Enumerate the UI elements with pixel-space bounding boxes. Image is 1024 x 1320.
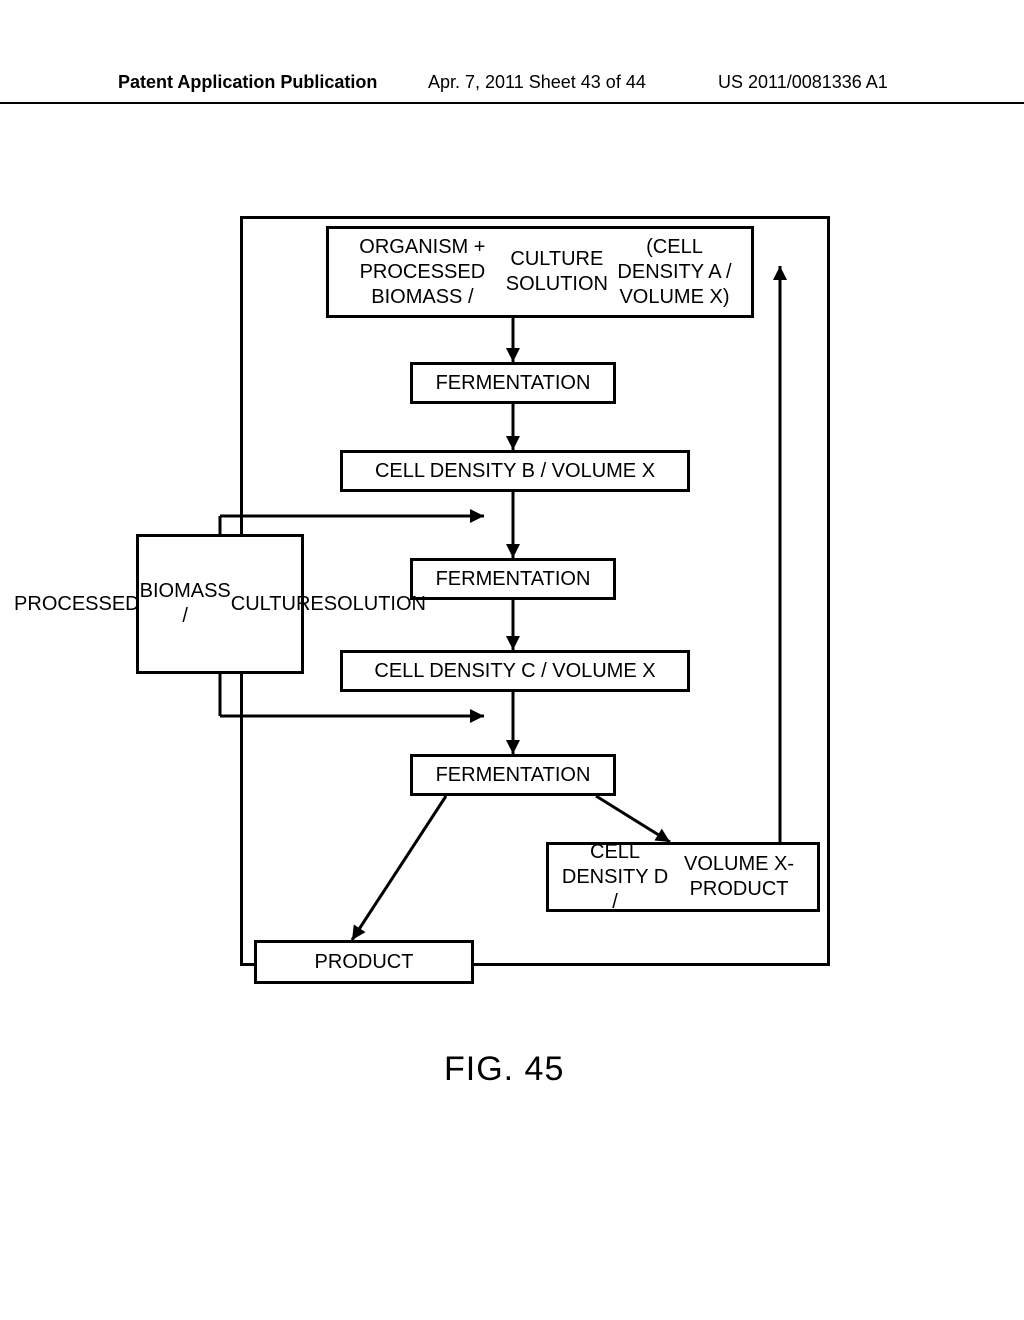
node-fermentation-1: FERMENTATION [410,362,616,404]
node-processed-biomass: PROCESSEDBIOMASS /CULTURESOLUTION [136,534,304,674]
figure-caption: FIG. 45 [444,1050,564,1089]
node-cell-density-c: CELL DENSITY C / VOLUME X [340,650,690,692]
node-cell-density-b: CELL DENSITY B / VOLUME X [340,450,690,492]
flowchart: ORGANISM + PROCESSED BIOMASS /CULTURE SO… [0,0,1024,1320]
node-organism-culture: ORGANISM + PROCESSED BIOMASS /CULTURE SO… [326,226,754,318]
node-product: PRODUCT [254,940,474,984]
node-cell-density-d: CELL DENSITY D /VOLUME X-PRODUCT [546,842,820,912]
node-fermentation-3: FERMENTATION [410,754,616,796]
node-fermentation-2: FERMENTATION [410,558,616,600]
page: Patent Application Publication Apr. 7, 2… [0,0,1024,1320]
